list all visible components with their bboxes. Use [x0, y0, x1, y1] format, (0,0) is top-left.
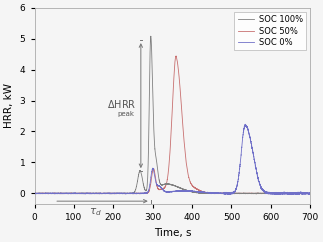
SOC 100% — [308, 192, 312, 195]
SOC 50% — [137, 192, 141, 195]
SOC 100% — [95, 192, 99, 195]
Line: SOC 0%: SOC 0% — [35, 124, 310, 195]
SOC 0% — [244, 123, 247, 126]
Y-axis label: HRR, kW: HRR, kW — [4, 83, 14, 129]
SOC 0% — [95, 192, 99, 195]
SOC 100% — [97, 192, 101, 195]
SOC 100% — [137, 174, 141, 177]
SOC 0% — [33, 192, 36, 195]
Text: peak: peak — [118, 112, 135, 117]
Text: $\Delta$HRR: $\Delta$HRR — [107, 98, 137, 110]
SOC 100% — [149, 35, 153, 38]
SOC 100% — [255, 192, 258, 195]
SOC 50% — [282, 192, 286, 195]
SOC 50% — [97, 192, 101, 195]
Text: $\tau_d$: $\tau_d$ — [89, 206, 102, 218]
SOC 50% — [308, 192, 312, 195]
SOC 100% — [282, 192, 286, 195]
SOC 100% — [95, 192, 99, 195]
X-axis label: Time, s: Time, s — [154, 228, 191, 238]
SOC 50% — [76, 192, 80, 195]
SOC 100% — [76, 192, 80, 195]
SOC 50% — [95, 192, 99, 195]
SOC 0% — [76, 192, 80, 195]
SOC 50% — [174, 55, 178, 58]
SOC 0% — [97, 192, 101, 195]
Line: SOC 100%: SOC 100% — [35, 36, 310, 194]
SOC 0% — [307, 193, 310, 196]
SOC 0% — [95, 192, 99, 195]
SOC 0% — [137, 192, 141, 195]
SOC 0% — [282, 192, 286, 195]
Line: SOC 50%: SOC 50% — [35, 56, 310, 194]
SOC 0% — [308, 192, 312, 195]
Legend: SOC 100%, SOC 50%, SOC 0%: SOC 100%, SOC 50%, SOC 0% — [234, 12, 306, 51]
SOC 50% — [33, 192, 36, 195]
SOC 50% — [131, 192, 135, 195]
SOC 100% — [33, 192, 36, 195]
SOC 50% — [95, 192, 99, 195]
